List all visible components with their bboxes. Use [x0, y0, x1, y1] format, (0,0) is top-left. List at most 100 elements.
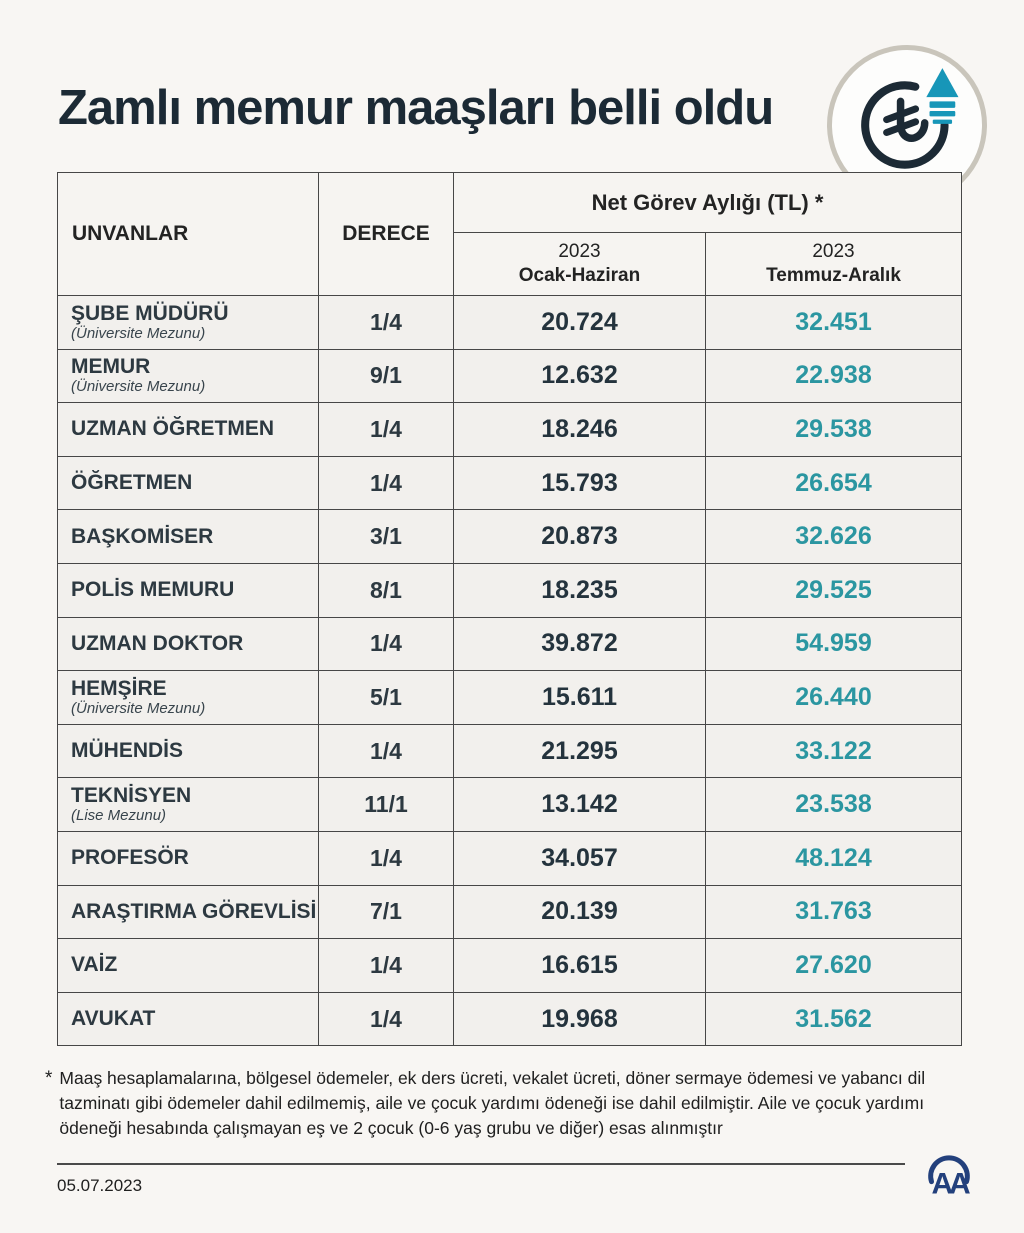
derece-cell: 1/4: [318, 295, 454, 350]
salary-table-body: ŞUBE MÜDÜRÜ (Üniversite Mezunu) 1/4 20.724 3…: [57, 295, 962, 1047]
ocak-haziran-value: 19.968: [453, 991, 706, 1047]
salary-table-header: UNVANLAR DERECE Net Görev Aylığı (TL) * …: [57, 172, 962, 296]
ocak-haziran-value: 18.246: [453, 402, 706, 457]
temmuz-aralik-value: 29.525: [705, 562, 962, 618]
table-row: UZMAN DOKTOR 1/4 39.872 54.959: [57, 616, 962, 672]
unvan-title: VAİZ: [71, 953, 118, 977]
table-row: TEKNİSYEN (Lise Mezunu) 11/1 13.142 23.538: [57, 777, 962, 832]
derece-cell: 1/4: [318, 938, 454, 993]
aa-logo-letters: AA: [932, 1167, 970, 1200]
temmuz-aralik-value: 22.938: [705, 348, 962, 404]
unvan-title: UZMAN ÖĞRETMEN: [71, 417, 274, 441]
ocak-haziran-value: 16.615: [453, 938, 706, 993]
header-2023-ocak-haziran: 2023 Ocak-Haziran: [453, 232, 706, 296]
table-row: UZMAN ÖĞRETMEN 1/4 18.246 29.538: [57, 402, 962, 457]
temmuz-aralik-value: 29.538: [705, 402, 962, 457]
table-row: ARAŞTIRMA GÖREVLİSİ 7/1 20.139 31.763: [57, 884, 962, 940]
header-sub2-year: 2023: [812, 241, 855, 263]
footnote-text: Maaş hesaplamalarına, bölgesel ödemeler,…: [59, 1068, 926, 1138]
ocak-haziran-value: 18.235: [453, 562, 706, 618]
header-unvanlar: UNVANLAR: [57, 172, 319, 296]
ocak-haziran-value: 39.872: [453, 616, 706, 672]
derece-cell: 1/4: [318, 991, 454, 1047]
unvan-subtitle: (Üniversite Mezunu): [71, 378, 206, 396]
derece-cell: 1/4: [318, 830, 454, 886]
derece-cell: 8/1: [318, 562, 454, 618]
derece-cell: 1/4: [318, 402, 454, 457]
unvan-title: ŞUBE MÜDÜRÜ: [71, 301, 229, 325]
derece-cell: 1/4: [318, 723, 454, 779]
table-row: MÜHENDİS 1/4 21.295 33.122: [57, 723, 962, 779]
header-derece: DERECE: [318, 172, 454, 296]
unvan-cell: BAŞKOMİSER: [57, 509, 319, 564]
publish-date: 05.07.2023: [57, 1176, 143, 1195]
unvan-cell: VAİZ: [57, 938, 319, 993]
unvan-cell: AVUKAT: [57, 991, 319, 1047]
derece-cell: 3/1: [318, 509, 454, 564]
derece-cell: 9/1: [318, 348, 454, 404]
footnote-asterisk: *: [45, 1068, 53, 1089]
anadolu-agency-logo: AA: [928, 1155, 974, 1200]
temmuz-aralik-value: 26.654: [705, 455, 962, 511]
temmuz-aralik-value: 48.124: [705, 830, 962, 886]
temmuz-aralik-value: 32.626: [705, 509, 962, 564]
table-row: BAŞKOMİSER 3/1 20.873 32.626: [57, 509, 962, 564]
unvan-cell: MÜHENDİS: [57, 723, 319, 779]
unvan-title: UZMAN DOKTOR: [71, 631, 244, 655]
derece-cell: 1/4: [318, 616, 454, 672]
table-row: PROFESÖR 1/4 34.057 48.124: [57, 830, 962, 886]
temmuz-aralik-value: 27.620: [705, 938, 962, 993]
unvan-title: TEKNİSYEN: [71, 783, 192, 807]
footer-divider: [57, 1163, 905, 1165]
derece-cell: 5/1: [318, 670, 454, 725]
unvan-cell: HEMŞİRE (Üniversite Mezunu): [57, 670, 319, 725]
salary-table: UNVANLAR DERECE Net Görev Aylığı (TL) * …: [57, 172, 962, 1047]
coin-circle: [861, 81, 949, 169]
header-2023-temmuz-aralik: 2023 Temmuz-Aralık: [705, 232, 962, 296]
temmuz-aralik-value: 54.959: [705, 616, 962, 672]
header-sub1-year: 2023: [558, 241, 601, 263]
header-sub1-range: Ocak-Haziran: [518, 265, 641, 286]
unvan-subtitle: (Üniversite Mezunu): [71, 324, 206, 342]
ocak-haziran-value: 13.142: [453, 777, 706, 832]
ocak-haziran-value: 15.793: [453, 455, 706, 511]
ocak-haziran-value: 12.632: [453, 348, 706, 404]
temmuz-aralik-value: 31.562: [705, 991, 962, 1047]
page-title: Zamlı memur maaşları belli oldu: [58, 81, 774, 135]
temmuz-aralik-value: 23.538: [705, 777, 962, 832]
unvan-title: PROFESÖR: [71, 846, 189, 870]
temmuz-aralik-value: 26.440: [705, 670, 962, 725]
derece-cell: 1/4: [318, 455, 454, 511]
unvan-title: HEMŞİRE: [71, 676, 167, 700]
temmuz-aralik-value: 32.451: [705, 295, 962, 350]
table-row: ŞUBE MÜDÜRÜ (Üniversite Mezunu) 1/4 20.724 3…: [57, 295, 962, 350]
unvan-title: MÜHENDİS: [71, 739, 184, 763]
temmuz-aralik-value: 33.122: [705, 723, 962, 779]
table-row: MEMUR (Üniversite Mezunu) 9/1 12.632 22.938: [57, 348, 962, 404]
derece-cell: 11/1: [318, 777, 454, 832]
table-row: VAİZ 1/4 16.615 27.620: [57, 938, 962, 993]
unvan-cell: MEMUR (Üniversite Mezunu): [57, 348, 319, 404]
unvan-cell: UZMAN ÖĞRETMEN: [57, 402, 319, 457]
unvan-cell: TEKNİSYEN (Lise Mezunu): [57, 777, 319, 832]
unvan-title: BAŞKOMİSER: [71, 524, 214, 548]
up-arrow-icon: [926, 68, 959, 124]
ocak-haziran-value: 34.057: [453, 830, 706, 886]
table-row: ÖĞRETMEN 1/4 15.793 26.654: [57, 455, 962, 511]
unvan-title: ARAŞTIRMA GÖREVLİSİ: [71, 899, 317, 923]
ocak-haziran-value: 20.724: [453, 295, 706, 350]
ocak-haziran-value: 21.295: [453, 723, 706, 779]
unvan-title: AVUKAT: [71, 1006, 156, 1030]
unvan-cell: POLİS MEMURU: [57, 562, 319, 618]
unvan-cell: ARAŞTIRMA GÖREVLİSİ: [57, 884, 319, 940]
ocak-haziran-value: 15.611: [453, 670, 706, 725]
table-row: HEMŞİRE (Üniversite Mezunu) 5/1 15.611 26.44…: [57, 670, 962, 725]
footnote: * Maaş hesaplamalarına, bölgesel ödemele…: [45, 1066, 975, 1141]
unvan-subtitle: (Üniversite Mezunu): [71, 699, 206, 717]
unvan-cell: ŞUBE MÜDÜRÜ (Üniversite Mezunu): [57, 295, 319, 350]
lira-increase-icon: [861, 68, 959, 169]
lira-symbol: [883, 97, 929, 142]
unvan-cell: UZMAN DOKTOR: [57, 616, 319, 672]
ocak-haziran-value: 20.873: [453, 509, 706, 564]
